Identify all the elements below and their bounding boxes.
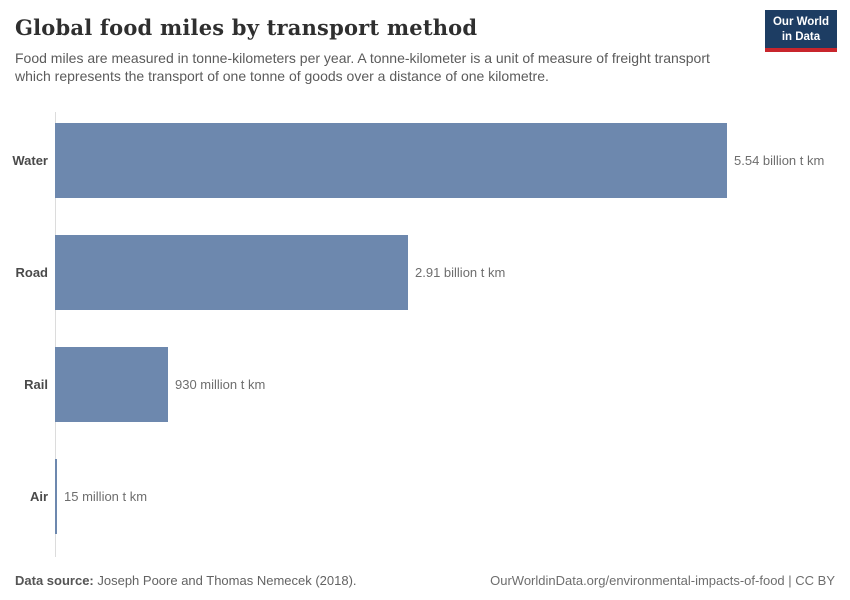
- y-axis-line: [55, 112, 56, 557]
- bar-row: Air 15 million t km: [0, 448, 850, 560]
- category-label: Air: [29, 489, 48, 504]
- value-label: 5.54 billion t km: [734, 153, 825, 168]
- footer-link[interactable]: OurWorldinData.org/environmental-impacts…: [490, 573, 835, 588]
- chart-header: Global food miles by transport method Fo…: [15, 15, 760, 86]
- bar-air: [55, 459, 57, 534]
- chart-title: Global food miles by transport method: [15, 15, 478, 40]
- data-source-label: Data source:: [15, 573, 94, 588]
- data-source-text: Joseph Poore and Thomas Nemecek (2018).: [93, 573, 357, 588]
- bar-row: Water 5.54 billion t km: [0, 112, 850, 224]
- value-label: 2.91 billion t km: [415, 265, 506, 280]
- data-source: Data source: Joseph Poore and Thomas Nem…: [15, 573, 357, 588]
- chart-footer: Data source: Joseph Poore and Thomas Nem…: [15, 573, 835, 588]
- bar-water: [55, 123, 727, 198]
- chart-subtitle: Food miles are measured in tonne-kilomet…: [15, 50, 710, 85]
- owid-logo[interactable]: Our World in Data: [764, 10, 837, 52]
- bar-road: [55, 235, 408, 310]
- bar-row: Rail 930 million t km: [0, 336, 850, 448]
- owid-logo-line2: in Data: [781, 30, 821, 43]
- category-label: Road: [15, 265, 49, 280]
- category-label: Rail: [24, 377, 48, 392]
- owid-logo-line1: Our World: [772, 16, 829, 28]
- value-label: 15 million t km: [64, 489, 148, 504]
- bar-chart: Water 5.54 billion t km Road 2.91 billion t…: [0, 112, 850, 560]
- bar-rail: [55, 347, 168, 422]
- bar-row: Road 2.91 billion t km: [0, 224, 850, 336]
- value-label: 930 million t km: [175, 377, 266, 392]
- bar-rows: Water 5.54 billion t km Road 2.91 billion t…: [0, 112, 850, 560]
- category-label: Water: [12, 153, 48, 168]
